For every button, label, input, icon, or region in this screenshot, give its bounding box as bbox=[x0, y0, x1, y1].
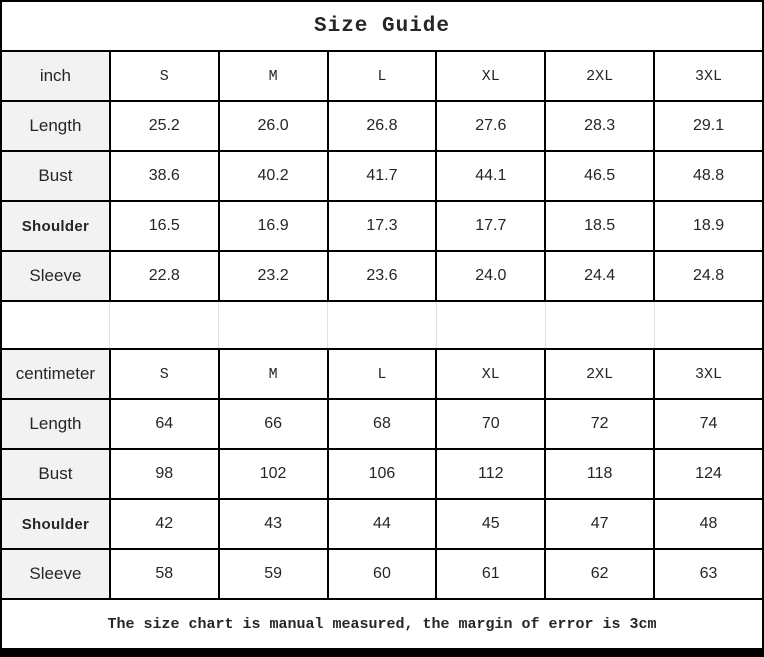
spacer-cell bbox=[544, 300, 655, 350]
size-header-l: L bbox=[326, 348, 438, 400]
page-title: Size Guide bbox=[0, 0, 764, 52]
value-cell: 66 bbox=[217, 398, 329, 450]
value-cell: 46.5 bbox=[544, 150, 656, 202]
size-header-xl: XL bbox=[435, 50, 547, 102]
centimeter-header-row: centimeter S M L XL 2XL 3XL bbox=[0, 348, 764, 400]
value-cell: 24.4 bbox=[544, 250, 656, 302]
value-cell: 17.3 bbox=[326, 200, 438, 252]
size-header-m: M bbox=[217, 348, 329, 400]
value-cell: 16.9 bbox=[217, 200, 329, 252]
footer-row: The size chart is manual measured, the m… bbox=[0, 598, 764, 650]
spacer-cell bbox=[435, 300, 546, 350]
unit-label-inch: inch bbox=[0, 50, 111, 102]
value-cell: 61 bbox=[435, 548, 547, 600]
cm-bust-row: Bust 98 102 106 112 118 124 bbox=[0, 448, 764, 500]
row-label-shoulder: Shoulder bbox=[0, 200, 111, 252]
size-header-m: M bbox=[217, 50, 329, 102]
value-cell: 43 bbox=[217, 498, 329, 550]
value-cell: 48.8 bbox=[653, 150, 764, 202]
value-cell: 74 bbox=[653, 398, 764, 450]
row-label-length: Length bbox=[0, 100, 111, 152]
value-cell: 68 bbox=[326, 398, 438, 450]
row-label-shoulder: Shoulder bbox=[0, 498, 111, 550]
value-cell: 23.2 bbox=[217, 250, 329, 302]
title-row: Size Guide bbox=[0, 0, 764, 52]
inch-shoulder-row: Shoulder 16.5 16.9 17.3 17.7 18.5 18.9 bbox=[0, 200, 764, 252]
value-cell: 24.0 bbox=[435, 250, 547, 302]
spacer-cell bbox=[109, 300, 220, 350]
size-header-s: S bbox=[108, 348, 220, 400]
row-label-sleeve: Sleeve bbox=[0, 548, 111, 600]
row-label-bust: Bust bbox=[0, 150, 111, 202]
cm-sleeve-row: Sleeve 58 59 60 61 62 63 bbox=[0, 548, 764, 600]
row-label-bust: Bust bbox=[0, 448, 111, 500]
value-cell: 40.2 bbox=[217, 150, 329, 202]
value-cell: 24.8 bbox=[653, 250, 764, 302]
value-cell: 70 bbox=[435, 398, 547, 450]
spacer-cell bbox=[218, 300, 329, 350]
value-cell: 106 bbox=[326, 448, 438, 500]
unit-label-centimeter: centimeter bbox=[0, 348, 111, 400]
value-cell: 112 bbox=[435, 448, 547, 500]
value-cell: 27.6 bbox=[435, 100, 547, 152]
value-cell: 26.0 bbox=[217, 100, 329, 152]
size-header-xl: XL bbox=[435, 348, 547, 400]
value-cell: 60 bbox=[326, 548, 438, 600]
value-cell: 25.2 bbox=[108, 100, 220, 152]
value-cell: 44.1 bbox=[435, 150, 547, 202]
size-header-l: L bbox=[326, 50, 438, 102]
cm-length-row: Length 64 66 68 70 72 74 bbox=[0, 398, 764, 450]
value-cell: 62 bbox=[544, 548, 656, 600]
value-cell: 59 bbox=[217, 548, 329, 600]
footer-note: The size chart is manual measured, the m… bbox=[0, 598, 764, 650]
inch-bust-row: Bust 38.6 40.2 41.7 44.1 46.5 48.8 bbox=[0, 150, 764, 202]
value-cell: 72 bbox=[544, 398, 656, 450]
row-label-length: Length bbox=[0, 398, 111, 450]
value-cell: 44 bbox=[326, 498, 438, 550]
size-header-s: S bbox=[108, 50, 220, 102]
value-cell: 48 bbox=[653, 498, 764, 550]
value-cell: 22.8 bbox=[108, 250, 220, 302]
value-cell: 102 bbox=[217, 448, 329, 500]
size-header-3xl: 3XL bbox=[653, 50, 764, 102]
row-label-sleeve: Sleeve bbox=[0, 250, 111, 302]
size-header-2xl: 2XL bbox=[544, 348, 656, 400]
value-cell: 45 bbox=[435, 498, 547, 550]
size-header-2xl: 2XL bbox=[544, 50, 656, 102]
spacer-row bbox=[0, 300, 764, 350]
cm-shoulder-row: Shoulder 42 43 44 45 47 48 bbox=[0, 498, 764, 550]
value-cell: 124 bbox=[653, 448, 764, 500]
value-cell: 18.5 bbox=[544, 200, 656, 252]
value-cell: 41.7 bbox=[326, 150, 438, 202]
bottom-border-bar bbox=[0, 650, 764, 657]
inch-header-row: inch S M L XL 2XL 3XL bbox=[0, 50, 764, 102]
size-header-3xl: 3XL bbox=[653, 348, 764, 400]
value-cell: 118 bbox=[544, 448, 656, 500]
value-cell: 38.6 bbox=[108, 150, 220, 202]
value-cell: 64 bbox=[108, 398, 220, 450]
value-cell: 42 bbox=[108, 498, 220, 550]
value-cell: 98 bbox=[108, 448, 220, 500]
value-cell: 47 bbox=[544, 498, 656, 550]
value-cell: 28.3 bbox=[544, 100, 656, 152]
spacer-cell bbox=[653, 300, 764, 350]
value-cell: 63 bbox=[653, 548, 764, 600]
value-cell: 26.8 bbox=[326, 100, 438, 152]
inch-sleeve-row: Sleeve 22.8 23.2 23.6 24.0 24.4 24.8 bbox=[0, 250, 764, 302]
value-cell: 23.6 bbox=[326, 250, 438, 302]
value-cell: 18.9 bbox=[653, 200, 764, 252]
spacer-cell bbox=[0, 300, 111, 350]
spacer-cell bbox=[327, 300, 437, 350]
value-cell: 17.7 bbox=[435, 200, 547, 252]
value-cell: 58 bbox=[108, 548, 220, 600]
value-cell: 29.1 bbox=[653, 100, 764, 152]
value-cell: 16.5 bbox=[108, 200, 220, 252]
inch-length-row: Length 25.2 26.0 26.8 27.6 28.3 29.1 bbox=[0, 100, 764, 152]
